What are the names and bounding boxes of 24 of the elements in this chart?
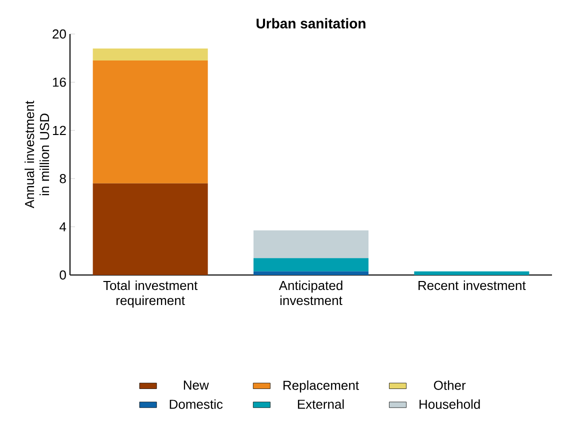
legend-label: New	[184, 380, 209, 390]
bar	[254, 258, 368, 272]
y-tick-label: 20	[52, 29, 66, 39]
y-axis-title: Annual investment in million USD	[24, 100, 50, 208]
x-tick-label: Recent investment	[418, 280, 526, 290]
legend-label: External	[298, 399, 344, 409]
bar	[254, 230, 368, 258]
x-tick-label: Total investment requirement	[103, 280, 198, 308]
legend-label: Domestic	[170, 399, 223, 409]
legend-label: Other	[434, 380, 466, 390]
bar	[414, 271, 530, 275]
y-tick-label: 16	[52, 78, 66, 87]
bar	[254, 271, 368, 275]
y-tick-label: 4	[60, 222, 66, 232]
bar	[92, 183, 208, 275]
y-tick-label: 0	[60, 270, 66, 280]
x-tick-label: Anticipated investment	[278, 280, 342, 306]
y-tick-label: 12	[52, 126, 66, 135]
bar	[92, 60, 208, 184]
legend-label: Replacement	[284, 380, 359, 393]
legend-label: Household	[420, 399, 480, 409]
bar	[92, 48, 208, 61]
y-tick-label: 8	[60, 174, 66, 184]
chart-title: Urban sanitation	[256, 18, 366, 28]
